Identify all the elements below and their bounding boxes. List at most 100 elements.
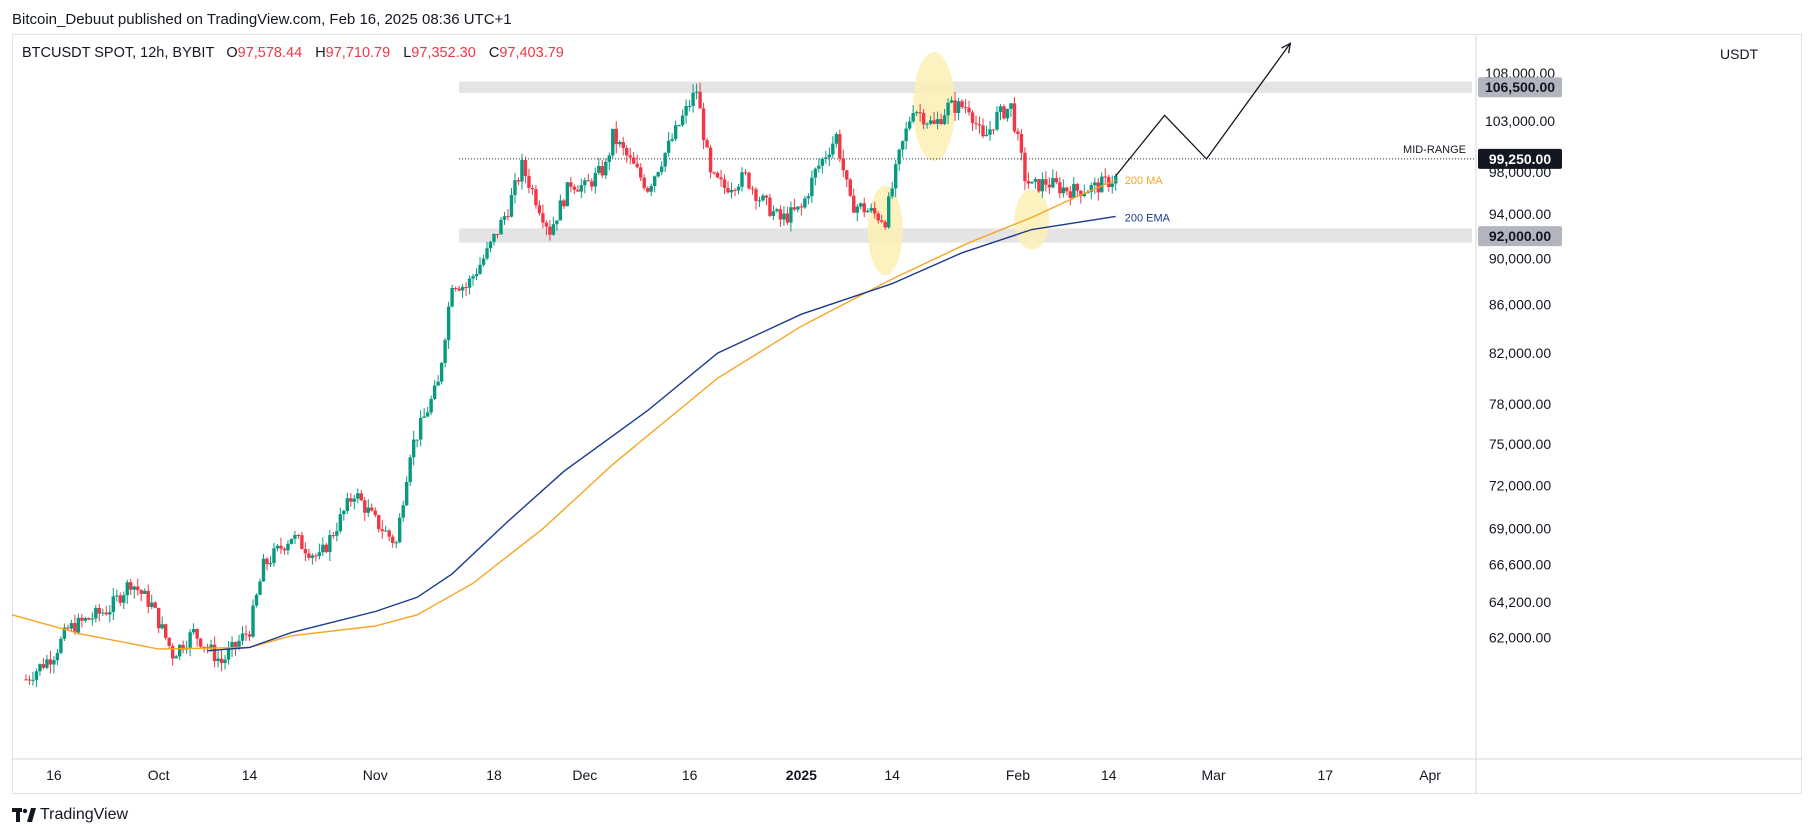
candle[interactable] [1033,176,1038,189]
candle[interactable] [824,150,828,164]
candle[interactable] [600,159,604,179]
candle[interactable] [834,131,839,148]
candle[interactable] [129,578,133,596]
candle[interactable] [855,203,859,222]
candle[interactable] [715,171,720,179]
candle[interactable] [97,603,102,622]
candle[interactable] [66,624,70,630]
candle[interactable] [80,614,84,628]
candle[interactable] [324,542,329,554]
candle[interactable] [743,169,748,176]
candle[interactable] [289,538,294,545]
candle[interactable] [1110,175,1114,194]
candle[interactable] [356,488,360,504]
candle[interactable] [303,542,308,562]
candle[interactable] [705,137,709,148]
candle[interactable] [177,644,182,661]
candle[interactable] [310,553,315,565]
candle[interactable] [244,625,248,641]
candle[interactable] [492,233,496,246]
candle[interactable] [272,542,276,567]
candle[interactable] [163,623,168,641]
candle[interactable] [632,152,636,165]
candle[interactable] [1026,172,1031,189]
candle[interactable] [48,650,53,674]
candle[interactable] [911,105,915,124]
candle[interactable] [607,152,611,171]
candle[interactable] [27,675,32,685]
candle[interactable] [789,201,793,232]
candle[interactable] [132,585,136,599]
candle[interactable] [247,630,252,641]
candle[interactable] [618,140,622,148]
candle[interactable] [935,111,940,130]
candle[interactable] [904,121,908,150]
candle[interactable] [656,171,660,178]
candle[interactable] [45,654,49,670]
candle[interactable] [1002,104,1006,120]
candle[interactable] [649,183,653,197]
candle[interactable] [122,591,126,610]
candle[interactable] [820,157,825,174]
candle[interactable] [265,557,269,571]
candle[interactable] [562,198,566,209]
candle[interactable] [558,194,563,221]
candle[interactable] [279,537,283,554]
candle[interactable] [645,186,650,194]
candle[interactable] [425,406,430,418]
candle[interactable] [55,649,60,666]
candle[interactable] [726,181,730,194]
candle[interactable] [981,118,985,139]
currency-label[interactable]: USDT [1720,46,1759,62]
candle[interactable] [478,256,482,275]
candle[interactable] [31,671,35,686]
candle[interactable] [880,214,884,224]
candle[interactable] [184,640,189,654]
candle[interactable] [1058,176,1062,199]
candle[interactable] [300,531,304,550]
candle[interactable] [94,604,98,623]
candle[interactable] [174,654,178,659]
candle[interactable] [460,284,465,299]
candle[interactable] [583,177,587,194]
candle[interactable] [363,496,367,522]
candle[interactable] [949,96,954,104]
candle[interactable] [471,273,475,286]
candle[interactable] [677,124,681,127]
candle[interactable] [502,212,507,225]
candle[interactable] [212,636,217,668]
candle[interactable] [108,605,112,623]
candle[interactable] [852,188,856,213]
candle[interactable] [370,503,374,512]
candle[interactable] [785,206,790,226]
candle[interactable] [516,177,521,186]
candle[interactable] [261,554,266,582]
candle[interactable] [251,599,255,639]
candle[interactable] [293,530,297,544]
candle[interactable] [806,193,811,205]
symbol-label[interactable]: BTCUSDT SPOT, 12h, BYBIT [22,45,215,61]
candle[interactable] [761,193,765,202]
candle[interactable] [432,380,437,401]
candle[interactable] [1054,171,1059,185]
candle[interactable] [453,286,458,292]
candle[interactable] [317,543,322,560]
candle[interactable] [520,153,524,190]
candle[interactable] [1047,177,1052,195]
candle[interactable] [967,100,971,116]
candle[interactable] [956,97,961,121]
candle[interactable] [750,185,755,195]
candle[interactable] [691,84,695,113]
candle[interactable] [446,301,451,349]
candle[interactable] [499,216,503,235]
candle[interactable] [1103,168,1107,184]
candle[interactable] [942,109,947,126]
candle[interactable] [712,171,716,175]
candle[interactable] [349,493,353,507]
candle[interactable] [202,646,206,653]
candle[interactable] [1037,178,1041,193]
candle[interactable] [534,185,538,209]
candle[interactable] [226,641,231,665]
candle[interactable] [803,195,807,209]
candle[interactable] [593,167,598,194]
